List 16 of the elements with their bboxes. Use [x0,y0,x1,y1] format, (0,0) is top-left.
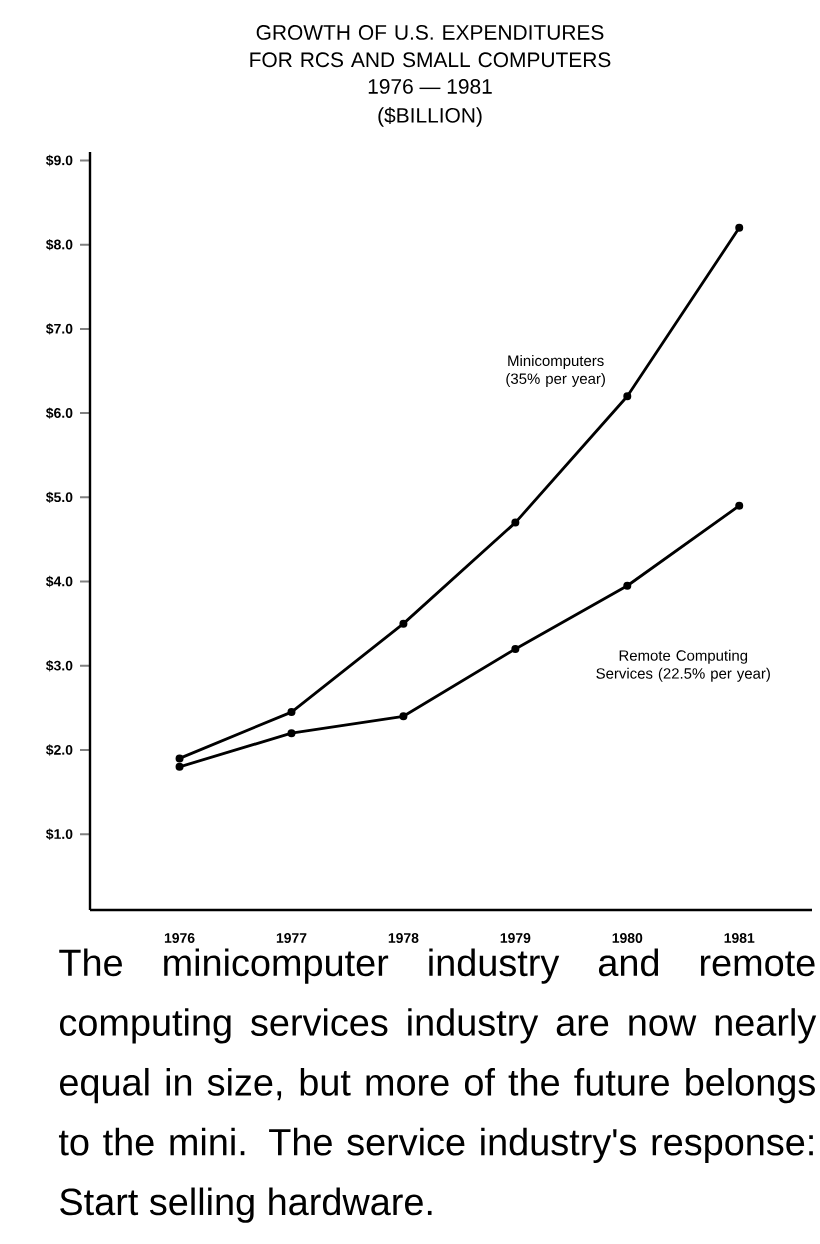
point [735,501,744,510]
point [399,619,408,628]
y-axis-title: ($BILLION) [378,107,482,127]
point [287,708,296,717]
point [511,644,520,653]
text: The minicomputer industry and remote computing services industry are now nearly equal in size, but more of the future belongs to the mini. The service industry's response: Start selling hardware. [58,948,817,1223]
point [175,762,184,771]
chart-title: GROWTH OF U.S. EXPENDITURES FOR RCS AND SMALL COMPUTERS [250,25,611,68]
chart-subtitle: 1976 — 1981 [368,79,492,94]
point [511,518,520,527]
point [175,754,184,763]
point [623,392,632,401]
point [287,729,296,738]
point [399,712,408,721]
point [735,223,744,232]
point [623,581,632,590]
